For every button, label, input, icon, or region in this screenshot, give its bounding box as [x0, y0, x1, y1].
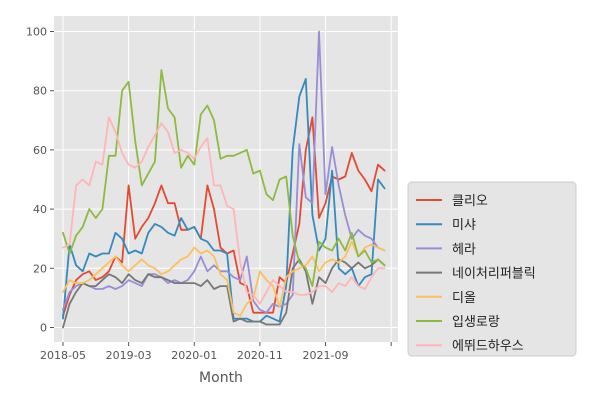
legend-label-4: 디올	[452, 291, 476, 306]
y-tick-label: 80	[33, 85, 47, 98]
x-tick-label: 2020-11	[237, 349, 283, 362]
series-line-4	[62, 240, 386, 317]
y-tick-label: 40	[33, 203, 47, 216]
legend-box	[407, 181, 577, 357]
series-line-5	[62, 69, 386, 288]
y-tick-label: 60	[33, 144, 47, 157]
x-tick-label: 2019-03	[106, 349, 152, 362]
series-line-6	[62, 116, 386, 305]
series-line-3	[62, 258, 386, 329]
y-tick-label: 20	[33, 262, 47, 275]
x-tick-label: 2018-05	[40, 349, 86, 362]
series-line-1	[62, 78, 386, 323]
x-tick-label: 2021-09	[303, 349, 349, 362]
x-axis-title: Month	[199, 370, 243, 386]
legend-label-3: 네이처리퍼블릭	[452, 267, 536, 282]
series-line-2	[62, 30, 386, 314]
legend-label-1: 미샤	[452, 218, 476, 233]
x-tick-label: 2020-01	[171, 349, 217, 362]
legend-label-2: 헤라	[452, 242, 476, 257]
y-tick-label: 100	[26, 26, 47, 39]
legend-label-5: 입생로랑	[452, 315, 500, 330]
y-tick-label: 0	[40, 322, 47, 335]
legend-label-6: 에뛰드하우스	[452, 339, 524, 354]
axis-ticks: 0 20 40 60 80 100 2018-05 2019-03 2020-01 2020-11…	[26, 26, 392, 362]
series-lines	[62, 30, 386, 329]
legend-label-0: 클리오	[452, 194, 488, 209]
